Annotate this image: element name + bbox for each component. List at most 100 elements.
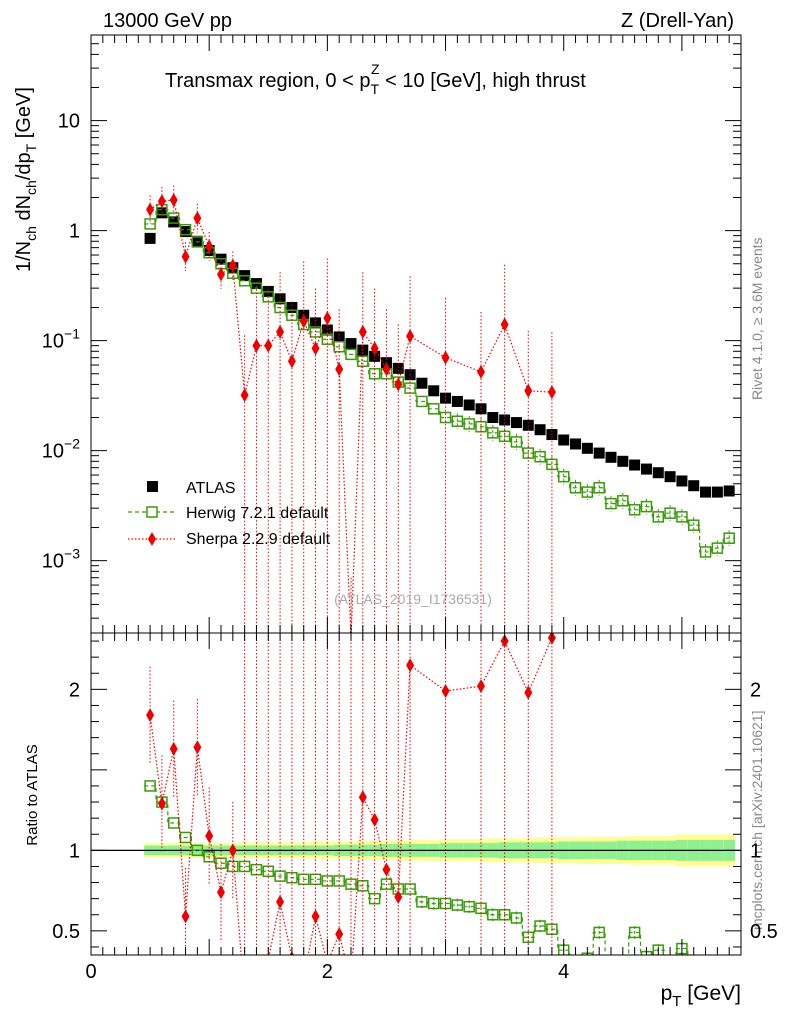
ylabel-sub-3: T — [23, 143, 39, 152]
atlas-point-45 — [676, 475, 688, 487]
sherpa-point-18 — [358, 324, 367, 339]
legend-sherpa-label: Sherpa 2.2.9 default — [186, 531, 331, 548]
herwig-point-25 — [439, 411, 452, 424]
herwig-point-4 — [191, 236, 204, 248]
main-y-tick-label-2: 10−1 — [42, 326, 80, 353]
herwig-point-8 — [238, 275, 251, 287]
xlabel-part-b: [GeV] — [681, 982, 741, 1005]
ratio-y-tick-label-left-2: 2 — [69, 679, 80, 701]
atlas-point-33 — [534, 424, 546, 436]
herwig-point-23 — [416, 395, 428, 408]
ratio-herwig-point-31 — [510, 912, 523, 924]
ratio-sherpa-point-1 — [157, 796, 166, 811]
herwig-point-14 — [309, 326, 322, 338]
herwig-point-33 — [534, 451, 546, 463]
atlas-point-27 — [463, 399, 475, 411]
sherpa-point-22 — [406, 329, 415, 344]
herwig-point-31 — [510, 436, 523, 448]
atlas-point-11 — [274, 293, 286, 305]
ratio-herwig-point-41 — [628, 926, 641, 939]
sherpa-point-11 — [276, 324, 285, 339]
atlas-point-26 — [451, 395, 463, 407]
ratio-y-tick-label-right-1: 1 — [750, 840, 761, 862]
sherpa-point-9 — [252, 338, 261, 353]
ratio-sherpa-point-2 — [169, 741, 178, 756]
atlas-point-31 — [510, 417, 522, 429]
ylabel-part-d: [GeV] — [13, 87, 35, 144]
atlas-point-41 — [629, 459, 641, 471]
herwig-point-27 — [463, 418, 475, 430]
ratio-sherpa-point-19 — [370, 812, 379, 827]
herwig-point-48 — [711, 542, 724, 554]
main-y-tick-label-1: 1 — [69, 221, 80, 243]
sherpa-point-10 — [264, 338, 273, 353]
atlas-point-29 — [487, 412, 499, 424]
atlas-point-4 — [191, 235, 203, 247]
ratio-herwig-point-43 — [652, 944, 665, 955]
atlas-point-21 — [392, 362, 404, 374]
rivet-version-label: Rivet 4.1.0, ≥ 3.6M events — [749, 237, 765, 400]
ratio-sherpa-point-3 — [181, 909, 190, 924]
herwig-point-19 — [368, 367, 381, 380]
herwig-point-10 — [262, 291, 275, 303]
sherpa-point-15 — [323, 311, 332, 326]
atlas-point-44 — [664, 471, 676, 483]
ratio-herwig-point-48 — [712, 963, 722, 973]
ratio-herwig-point-10 — [262, 865, 275, 878]
atlas-point-16 — [333, 331, 345, 343]
ratio-herwig-point-46 — [689, 958, 699, 968]
ratio-herwig-point-27 — [463, 900, 475, 913]
main-y-tick-label-3: 10−2 — [42, 436, 80, 463]
chart-title-part-a: Transmax region, 0 < p — [165, 70, 370, 92]
sherpa-point-3 — [181, 249, 190, 264]
atlas-point-38 — [593, 447, 605, 459]
chart-title-sup: Z — [371, 61, 380, 77]
herwig-point-47 — [699, 546, 712, 558]
ratio-sherpa-point-16 — [335, 927, 344, 942]
herwig-point-45 — [676, 511, 688, 523]
legend-atlas-label: ATLAS — [186, 480, 236, 497]
atlas-point-15 — [321, 324, 333, 336]
ratio-uncertainty-band — [91, 834, 741, 867]
atlas-point-37 — [581, 442, 593, 454]
sherpa-point-16 — [335, 362, 344, 377]
herwig-point-30 — [498, 430, 511, 443]
ylabel-sub-1: ch — [23, 226, 39, 241]
atlas-point-2 — [168, 216, 180, 228]
sherpa-point-4 — [193, 211, 202, 226]
atlas-point-39 — [605, 451, 617, 463]
ratio-herwig-point-33 — [534, 920, 546, 932]
main-y-axis-label: 1/Nch dNch/dpT [GeV] — [13, 87, 39, 272]
ratio-herwig-line — [144, 785, 689, 955]
ratio-herwig-point-12 — [286, 871, 298, 884]
ratio-sherpa-point-8 — [241, 991, 249, 1005]
xlabel-part-a: p — [661, 982, 673, 1005]
ratio-herwig-point-39 — [606, 958, 616, 968]
ratio-herwig-point-26 — [451, 899, 464, 911]
herwig-point-2 — [167, 212, 180, 224]
ratio-herwig-point-29 — [487, 909, 499, 921]
sherpa-point-6 — [217, 267, 225, 282]
herwig-point-26 — [451, 415, 464, 428]
herwig-point-24 — [427, 403, 440, 415]
herwig-point-38 — [593, 481, 605, 494]
ratio-herwig-point-16 — [333, 875, 345, 887]
ratio-sherpa-point-26 — [524, 685, 533, 700]
atlas-point-25 — [440, 392, 452, 404]
atlas-point-28 — [475, 403, 487, 415]
atlas-point-32 — [522, 419, 534, 431]
herwig-point-42 — [640, 500, 653, 513]
atlas-point-24 — [428, 385, 440, 397]
sherpa-point-14 — [311, 341, 320, 356]
x-tick-label-1: 2 — [322, 961, 333, 983]
herwig-point-0 — [144, 218, 156, 230]
atlas-point-48 — [711, 486, 723, 498]
herwig-point-39 — [605, 497, 617, 510]
sherpa-point-21 — [394, 377, 403, 392]
atlas-point-3 — [180, 226, 192, 238]
main-y-tick-base: 10 — [42, 331, 64, 353]
sherpa-point-1 — [157, 194, 166, 209]
atlas-point-0 — [144, 232, 156, 244]
ratio-sherpa-point-25 — [500, 634, 509, 649]
